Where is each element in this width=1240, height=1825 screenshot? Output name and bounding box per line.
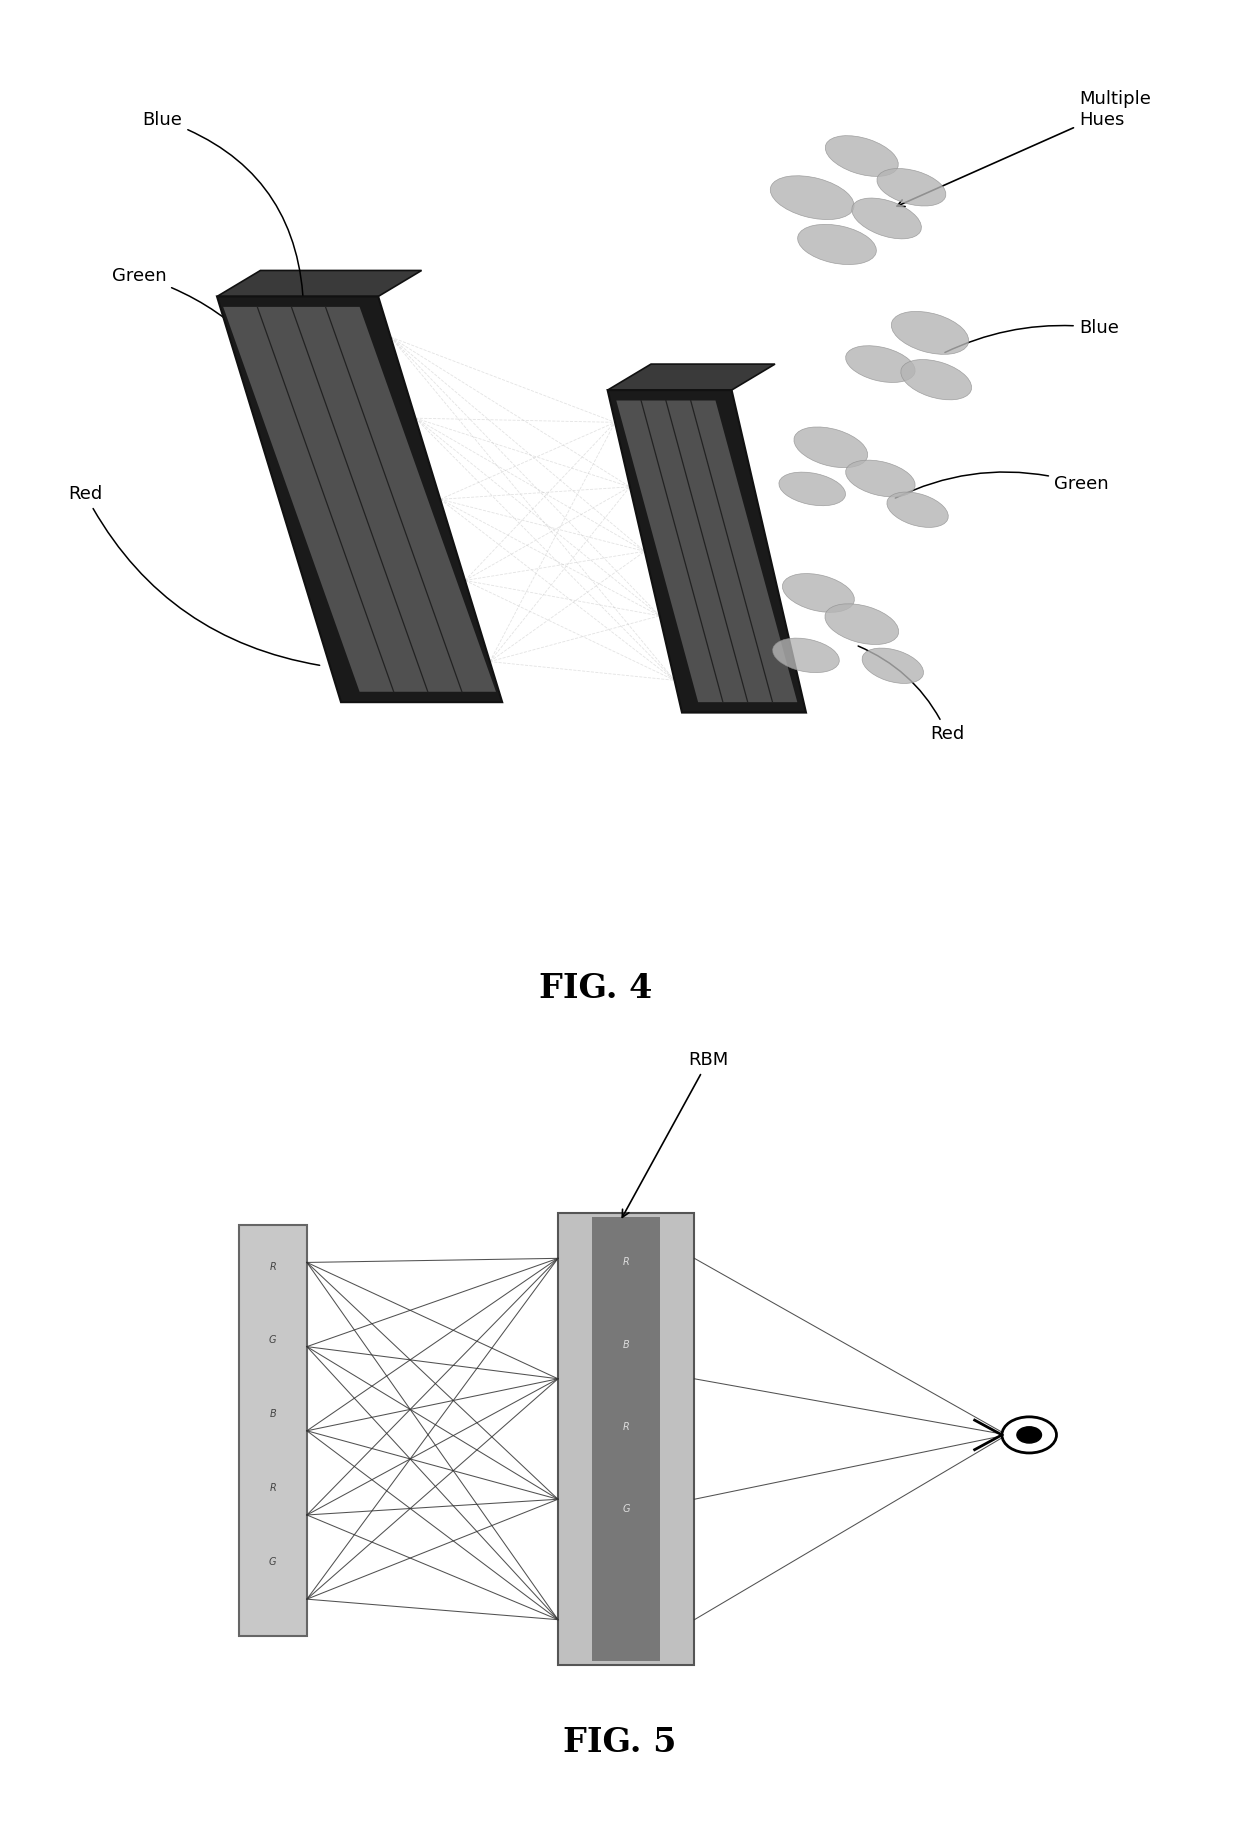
Ellipse shape (770, 175, 854, 219)
Text: Blue: Blue (945, 319, 1118, 352)
Polygon shape (217, 270, 422, 296)
Text: G: G (622, 1504, 630, 1513)
Text: R: R (622, 1422, 630, 1431)
Text: FIG. 4: FIG. 4 (538, 971, 652, 1006)
Polygon shape (217, 296, 502, 703)
Ellipse shape (797, 224, 877, 265)
Text: Green: Green (895, 473, 1109, 498)
Text: Blue: Blue (143, 111, 304, 308)
Text: Red: Red (858, 646, 965, 743)
Text: R: R (622, 1257, 630, 1267)
Bar (239, 1226, 308, 1637)
Text: R: R (269, 1484, 277, 1493)
Text: G: G (269, 1557, 277, 1568)
Bar (558, 1214, 694, 1664)
Ellipse shape (862, 648, 924, 683)
Circle shape (1017, 1427, 1042, 1444)
Polygon shape (616, 400, 797, 703)
Text: B: B (269, 1409, 277, 1420)
Polygon shape (608, 391, 806, 712)
Ellipse shape (900, 360, 972, 400)
Text: RBM: RBM (622, 1051, 728, 1217)
Ellipse shape (779, 473, 846, 506)
Bar (591, 1217, 660, 1661)
Text: Multiple
Hues: Multiple Hues (897, 89, 1151, 206)
Polygon shape (608, 365, 775, 391)
Text: G: G (269, 1336, 277, 1345)
Ellipse shape (782, 573, 854, 613)
Ellipse shape (846, 460, 915, 496)
Text: Red: Red (68, 485, 320, 666)
Circle shape (1002, 1416, 1056, 1453)
Ellipse shape (887, 493, 949, 527)
Ellipse shape (794, 427, 868, 467)
Polygon shape (223, 307, 496, 692)
Ellipse shape (852, 199, 921, 239)
Text: B: B (622, 1340, 630, 1349)
Ellipse shape (826, 135, 898, 177)
Text: R: R (269, 1261, 277, 1272)
Ellipse shape (825, 604, 899, 644)
Text: Green: Green (112, 266, 309, 434)
Ellipse shape (877, 168, 946, 206)
Ellipse shape (892, 312, 968, 354)
Ellipse shape (773, 639, 839, 673)
Text: FIG. 5: FIG. 5 (563, 1726, 677, 1759)
Ellipse shape (846, 345, 915, 383)
